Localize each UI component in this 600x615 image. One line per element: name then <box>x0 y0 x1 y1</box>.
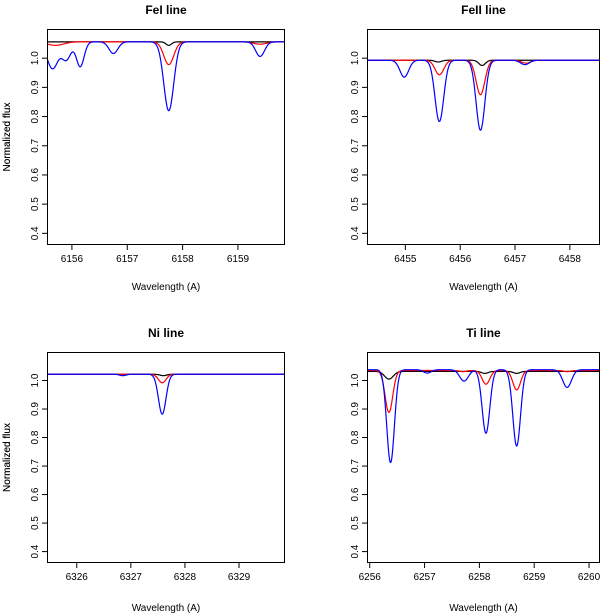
chart-panel-3: Ni line Normalized flux Wavelength (A) 0.4 0… <box>2 326 285 614</box>
series-line-blue <box>47 373 285 415</box>
x-tick-label: 6256 <box>359 572 382 583</box>
y-tick-label: 0.5 <box>30 516 41 530</box>
y-tick-label: 1.0 <box>350 373 361 387</box>
y-tick-label: 1.0 <box>30 51 41 65</box>
series-line-blue <box>47 41 285 112</box>
y-tick-label: 0.8 <box>30 430 41 444</box>
chart-title: FeI line <box>145 3 187 17</box>
series-line-blue <box>367 369 600 464</box>
x-tick-label: 6158 <box>171 254 194 265</box>
y-axis-label: Normalized flux <box>2 103 13 172</box>
y-tick-label: 0.8 <box>350 430 361 444</box>
y-tick-label: 0.4 <box>30 226 41 240</box>
x-tick-label: 6328 <box>174 572 197 583</box>
y-tick-label: 0.7 <box>350 459 361 473</box>
chart-panel-4: Ti line Normalized flux Wavelength (A) 0.4 0… <box>2 326 600 614</box>
x-tick-label: 6457 <box>504 254 527 265</box>
y-tick-label: 1.0 <box>30 373 41 387</box>
y-tick-label: 0.9 <box>350 80 361 94</box>
x-tick-label: 6326 <box>66 572 89 583</box>
x-tick-label: 6258 <box>468 572 491 583</box>
y-tick-label: 0.4 <box>350 226 361 240</box>
chart-title: Ni line <box>148 326 184 340</box>
x-tick-label: 6259 <box>523 572 546 583</box>
series-line-black <box>367 59 600 67</box>
y-tick-label: 0.8 <box>350 109 361 123</box>
x-tick-label: 6159 <box>227 254 250 265</box>
x-axis-label: Wavelength (A) <box>449 282 518 293</box>
y-tick-label: 0.5 <box>30 197 41 211</box>
plot-frame <box>47 352 285 563</box>
chart-title: FeII line <box>461 3 506 17</box>
y-tick-label: 0.6 <box>350 487 361 501</box>
x-tick-label: 6156 <box>61 254 84 265</box>
series-group <box>367 59 600 131</box>
y-tick-label: 0.8 <box>30 109 41 123</box>
chart-panel-2: FeII line Normalized flux Wavelength (A) 0.… <box>2 3 600 293</box>
x-tick-label: 6456 <box>449 254 472 265</box>
y-axis-label: Normalized flux <box>2 423 13 492</box>
y-tick-label: 0.7 <box>30 459 41 473</box>
y-tick-label: 0.6 <box>30 487 41 501</box>
chart-title: Ti line <box>466 326 501 340</box>
y-tick-label: 0.7 <box>350 138 361 152</box>
x-tick-label: 6157 <box>116 254 139 265</box>
y-tick-label: 0.9 <box>350 402 361 416</box>
x-tick-label: 6458 <box>559 254 582 265</box>
y-tick-label: 0.4 <box>30 544 41 558</box>
x-tick-label: 6329 <box>228 572 251 583</box>
x-tick-label: 6260 <box>578 572 600 583</box>
plot-frame <box>47 29 285 245</box>
x-tick-label: 6455 <box>394 254 417 265</box>
x-axis-label: Wavelength (A) <box>132 603 201 614</box>
y-tick-label: 0.6 <box>30 168 41 182</box>
y-tick-label: 0.5 <box>350 516 361 530</box>
x-tick-label: 6257 <box>413 572 436 583</box>
y-tick-label: 1.0 <box>350 51 361 65</box>
y-tick-label: 0.4 <box>350 544 361 558</box>
chart-panel-1: FeI line Normalized flux Wavelength (A) 0.4… <box>2 3 285 293</box>
plot-frame <box>367 29 600 245</box>
series-group <box>47 41 285 112</box>
y-tick-label: 0.9 <box>30 402 41 416</box>
x-axis-label: Wavelength (A) <box>449 603 518 614</box>
series-line-blue <box>367 59 600 131</box>
series-group <box>367 369 600 464</box>
y-tick-label: 0.9 <box>30 80 41 94</box>
series-line-black <box>367 370 600 380</box>
y-tick-label: 0.5 <box>350 197 361 211</box>
series-group <box>47 373 285 415</box>
x-tick-label: 6327 <box>120 572 143 583</box>
y-axis-label: Normalized flux <box>2 423 13 492</box>
x-axis-label: Wavelength (A) <box>132 282 201 293</box>
series-line-red <box>367 369 600 414</box>
y-tick-label: 0.7 <box>30 138 41 152</box>
y-axis-label: Normalized flux <box>2 103 13 172</box>
y-tick-label: 0.6 <box>350 168 361 182</box>
